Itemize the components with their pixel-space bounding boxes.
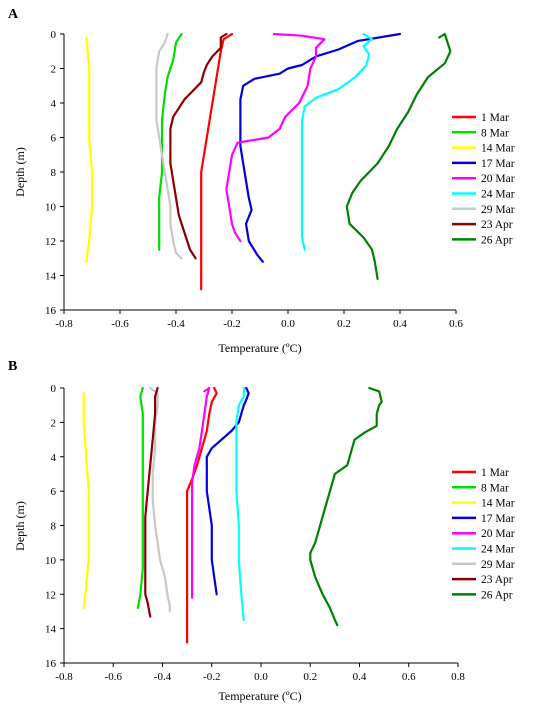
x-tick-label: 0.6 — [449, 318, 463, 330]
axes — [63, 388, 458, 664]
y-tick-label: 12 — [45, 589, 56, 601]
legend-label: 20 Mar — [481, 528, 515, 540]
x-axis-label: Temperature (ºC) — [218, 341, 301, 355]
series-line-8-mar — [158, 32, 183, 251]
legend-label: 8 Mar — [481, 127, 509, 139]
series-line-14-mar — [85, 36, 94, 263]
y-tick-label: 6 — [51, 486, 57, 498]
y-tick-label: 2 — [51, 64, 57, 76]
series-line-29-mar — [149, 386, 171, 613]
series-line-17-mar — [239, 32, 402, 263]
y-tick-label: 2 — [51, 417, 57, 429]
plot-area-frame — [64, 388, 458, 663]
y-tick-label: 12 — [45, 236, 56, 248]
x-tick-label: 0.6 — [402, 671, 416, 683]
series-line-26-apr — [309, 386, 383, 627]
legend: 1 Mar 8 Mar 14 Mar 17 Mar 20 Mar 24 Mar 29 Mar… — [452, 467, 515, 601]
x-tick-labels: -0.8 -0.6 -0.4 -0.2 0.0 0.2 0.4 0.6 — [55, 310, 463, 330]
series-line-8-mar — [136, 386, 144, 610]
y-tick-label: 4 — [51, 98, 57, 110]
legend-label: 26 Apr — [481, 234, 513, 246]
legend-label: 29 Mar — [481, 204, 515, 216]
y-tick-label: 0 — [51, 29, 57, 41]
plot-area-frame — [64, 34, 456, 310]
legend-label: 14 Mar — [481, 498, 515, 510]
series-line-23-apr — [144, 386, 159, 618]
y-tick-label: 0 — [51, 383, 57, 395]
y-tick-label: 14 — [45, 271, 57, 283]
legend-label: 29 Mar — [481, 559, 515, 571]
series-line-23-apr — [169, 32, 228, 260]
y-tick-label: 6 — [51, 133, 57, 145]
y-tick-labels: 0 2 4 6 8 10 12 14 16 — [45, 383, 64, 670]
series-lines — [82, 386, 383, 644]
legend-label: 17 Mar — [481, 158, 515, 170]
y-tick-labels: 0 2 4 6 8 10 12 14 16 — [45, 29, 64, 317]
legend-label: 8 Mar — [481, 482, 509, 494]
legend-label: 17 Mar — [481, 513, 515, 525]
x-tick-label: 0.2 — [337, 318, 351, 330]
x-tick-label: -0.8 — [55, 318, 73, 330]
x-tick-label: -0.4 — [167, 318, 185, 330]
x-tick-label: 0.8 — [451, 671, 465, 683]
x-tick-label: -0.4 — [154, 671, 172, 683]
y-tick-label: 8 — [51, 521, 57, 533]
series-line-20-mar — [191, 386, 211, 599]
x-tick-label: 0.0 — [254, 671, 268, 683]
legend-label: 24 Mar — [481, 544, 515, 556]
series-line-24-mar — [300, 32, 374, 251]
panel-label: A — [8, 7, 19, 22]
x-tick-label: -0.8 — [55, 671, 73, 683]
legend-label: 23 Apr — [481, 574, 513, 586]
legend: 1 Mar 8 Mar 14 Mar 17 Mar 20 Mar 24 Mar 29 Mar… — [452, 112, 515, 246]
y-tick-label: 16 — [45, 305, 57, 317]
x-tick-label: 0.4 — [353, 671, 367, 683]
y-tick-label: 14 — [45, 624, 57, 636]
x-tick-label: -0.2 — [203, 671, 220, 683]
y-tick-label: 10 — [45, 202, 57, 214]
legend-label: 14 Mar — [481, 143, 515, 155]
x-tick-label: 0.0 — [281, 318, 295, 330]
axes — [63, 34, 456, 311]
x-tick-label: -0.6 — [111, 318, 129, 330]
y-axis-label: Depth (m) — [13, 501, 27, 551]
x-axis-label: Temperature (ºC) — [218, 689, 301, 703]
panel-a: A -0.8 -0.6 -0.4 -0.2 0.0 0.2 0.4 0.6 0 2 4 6 8 10 12… — [8, 7, 515, 355]
legend-label: 1 Mar — [481, 467, 509, 479]
legend-label: 23 Apr — [481, 219, 513, 231]
series-line-1-mar — [200, 32, 234, 291]
y-axis-label: Depth (m) — [13, 147, 27, 197]
panel-b: B -0.8 -0.6 -0.4 -0.2 0.0 0.2 0.4 0.6 0.8 0 2 4 6 8 1… — [8, 359, 515, 703]
series-line-14-mar — [82, 392, 90, 610]
legend-label: 24 Mar — [481, 189, 515, 201]
series-lines — [85, 32, 452, 291]
legend-label: 1 Mar — [481, 112, 509, 124]
series-line-17-mar — [205, 386, 250, 596]
x-tick-labels: -0.8 -0.6 -0.4 -0.2 0.0 0.2 0.4 0.6 0.8 — [55, 663, 465, 683]
y-tick-label: 16 — [45, 658, 57, 670]
series-line-29-mar — [155, 32, 183, 260]
y-tick-label: 10 — [45, 555, 57, 567]
x-tick-label: -0.2 — [223, 318, 240, 330]
legend-label: 20 Mar — [481, 173, 515, 185]
series-line-20-mar — [225, 32, 326, 243]
series-line-24-mar — [235, 386, 245, 622]
y-tick-label: 4 — [51, 452, 57, 464]
panel-label: B — [8, 359, 17, 374]
series-line-26-apr — [345, 32, 452, 280]
y-tick-label: 8 — [51, 167, 57, 179]
x-tick-label: 0.4 — [393, 318, 407, 330]
legend-label: 26 Apr — [481, 589, 513, 601]
x-tick-label: -0.6 — [105, 671, 123, 683]
x-tick-label: 0.2 — [303, 671, 317, 683]
